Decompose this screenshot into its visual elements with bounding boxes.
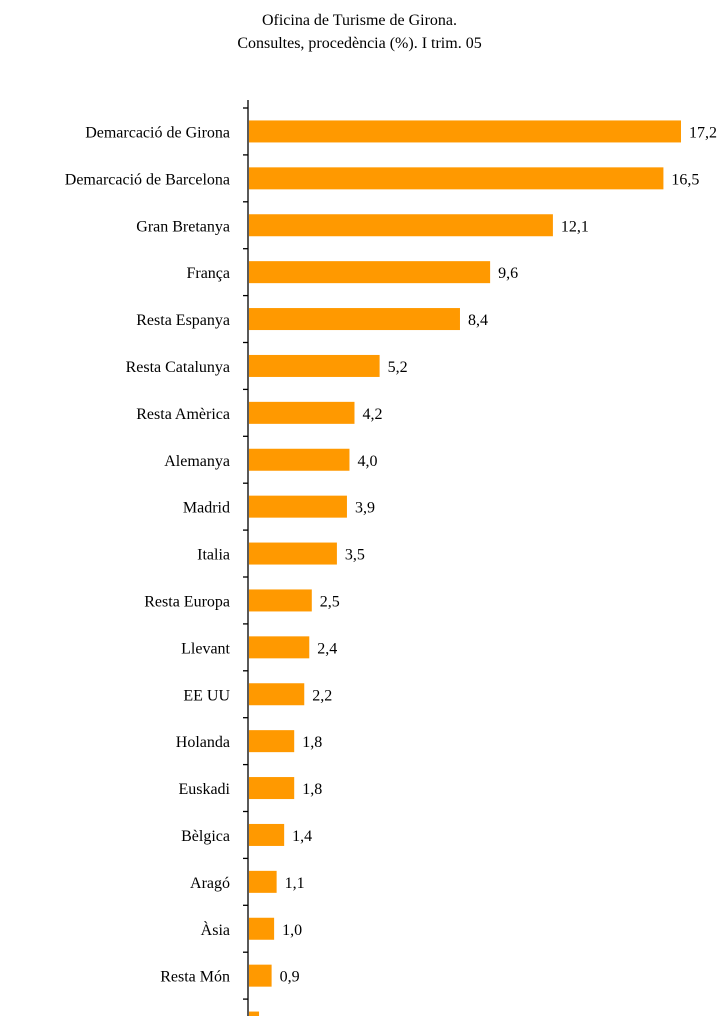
- bar: [249, 870, 277, 893]
- bar: [249, 214, 553, 237]
- category-label: Aragó: [190, 875, 230, 892]
- value-label: 2,4: [317, 640, 337, 657]
- bar: [249, 1011, 260, 1016]
- chart-title: Oficina de Turisme de Girona.: [261, 12, 458, 29]
- value-label: 1,8: [302, 734, 322, 751]
- bar: [249, 777, 295, 800]
- value-label: 17,2: [689, 124, 717, 141]
- bar: [249, 448, 350, 471]
- bar: [249, 401, 355, 424]
- value-label: 5,2: [388, 359, 408, 376]
- category-label: Demarcació de Barcelona: [65, 171, 230, 188]
- category-label: Alemanya: [164, 453, 230, 470]
- value-label: 1,4: [292, 828, 312, 845]
- value-label: 8,4: [468, 312, 488, 329]
- category-label: EE UU: [183, 687, 230, 704]
- value-label: 0,9: [280, 969, 300, 986]
- category-label: Gran Bretanya: [136, 218, 230, 235]
- bar: [249, 589, 312, 612]
- chart-subtitle: Consultes, procedència (%). I trim. 05: [237, 35, 482, 52]
- value-label: 4,0: [357, 453, 377, 470]
- value-label: 1,1: [285, 875, 305, 892]
- value-label: 2,5: [320, 593, 340, 610]
- value-label: 4,2: [362, 406, 382, 423]
- category-label: Euskadi: [178, 781, 230, 798]
- bar: [249, 636, 310, 659]
- bar: [249, 120, 681, 143]
- bar: [249, 167, 664, 190]
- bar: [249, 964, 272, 987]
- category-label: Resta Món: [160, 969, 230, 986]
- chart-title-block: Oficina de Turisme de Girona. Consultes,…: [0, 9, 719, 55]
- bar: [249, 495, 347, 518]
- value-label: 1,0: [282, 922, 302, 939]
- bar: [249, 730, 295, 753]
- value-label: 3,9: [355, 500, 375, 517]
- category-label: Resta Europa: [144, 593, 230, 610]
- category-label: França: [186, 265, 230, 282]
- value-label: 2,2: [312, 687, 332, 704]
- bar: [249, 542, 337, 565]
- value-label: 3,5: [345, 547, 365, 564]
- bar: [249, 917, 275, 940]
- category-label: Holanda: [176, 734, 230, 751]
- value-label: 16,5: [671, 171, 699, 188]
- category-label: Resta Amèrica: [136, 406, 230, 423]
- category-label: Madrid: [183, 500, 230, 517]
- bar: [249, 823, 285, 846]
- category-label: Llevant: [181, 640, 230, 657]
- category-label: Demarcació de Girona: [85, 124, 230, 141]
- category-label: Bèlgica: [181, 828, 230, 845]
- category-label: Resta Espanya: [136, 312, 230, 329]
- value-label: 12,1: [561, 218, 589, 235]
- bar: [249, 683, 305, 706]
- bar: [249, 308, 460, 331]
- bar: [249, 261, 491, 284]
- category-label: Resta Catalunya: [126, 359, 230, 376]
- bar: [249, 354, 380, 377]
- value-label: 1,8: [302, 781, 322, 798]
- category-label: Àsia: [201, 920, 230, 939]
- category-label: Italia: [197, 547, 230, 564]
- value-label: 9,6: [498, 265, 518, 282]
